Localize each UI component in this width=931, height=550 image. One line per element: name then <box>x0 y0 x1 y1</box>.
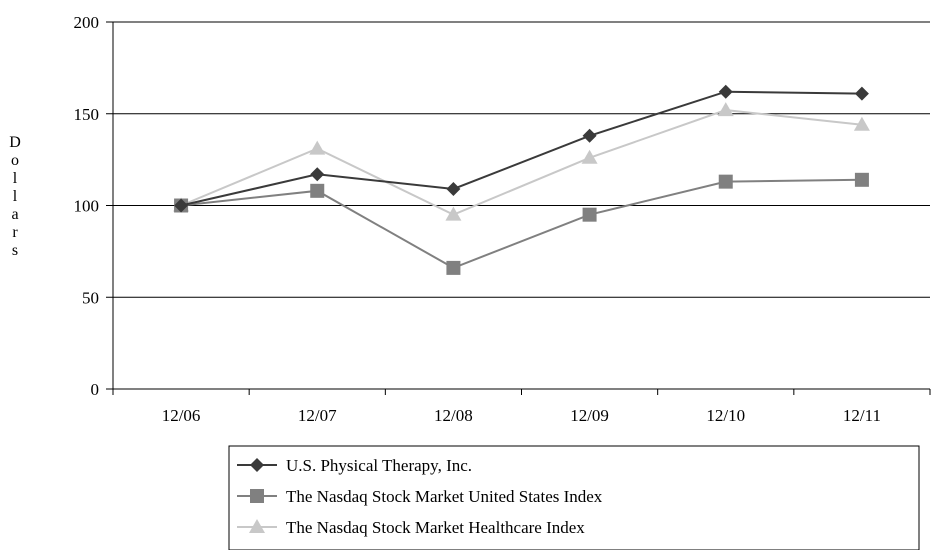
legend-label: U.S. Physical Therapy, Inc. <box>286 456 472 475</box>
series-2 <box>173 102 870 221</box>
x-tick-label: 12/06 <box>162 406 201 425</box>
y-axis-label-letter: s <box>12 242 18 259</box>
series-1 <box>174 172 869 275</box>
axes-layer: 0 50 100 150 200 12/06 12/07 12/08 12/09 12/10 12/… <box>74 13 931 425</box>
legend-label: The Nasdaq Stock Market Healthcare Index <box>286 518 585 537</box>
y-axis-label-letter: o <box>11 152 19 169</box>
y-axis-label-letter: D <box>9 134 21 151</box>
data-point-marker <box>718 174 733 189</box>
data-point-marker <box>310 167 325 182</box>
data-point-marker <box>309 140 326 155</box>
data-point-marker <box>582 207 597 222</box>
legend-item-0: U.S. Physical Therapy, Inc. <box>237 456 472 475</box>
x-tick-label: 12/11 <box>843 406 881 425</box>
x-tick-label: 12/10 <box>706 406 745 425</box>
y-axis-label-letter: l <box>13 188 18 205</box>
series-line <box>180 178 862 269</box>
legend-label: The Nasdaq Stock Market United States In… <box>286 487 603 506</box>
series-0 <box>174 84 869 213</box>
x-tick-label: 12/09 <box>570 406 609 425</box>
data-point-marker <box>718 84 733 99</box>
data-point-marker <box>582 128 597 143</box>
series-layer <box>173 84 870 275</box>
legend-item-2: The Nasdaq Stock Market Healthcare Index <box>237 518 585 537</box>
grid-layer <box>113 21 930 298</box>
legend-box <box>228 445 920 550</box>
data-point-marker <box>581 149 598 164</box>
series-line <box>180 90 862 207</box>
data-point-marker <box>174 198 189 213</box>
y-axis-label-letter: a <box>11 206 18 223</box>
y-axis-label-letter: r <box>12 224 18 241</box>
x-tick-label: 12/08 <box>434 406 473 425</box>
data-point-marker <box>446 181 461 196</box>
series-line <box>180 109 863 216</box>
legend: U.S. Physical Therapy, Inc. The Nasdaq St… <box>228 445 920 550</box>
y-tick-label: 0 <box>91 380 100 399</box>
y-tick-label: 200 <box>74 13 100 32</box>
data-point-marker <box>445 206 462 221</box>
data-point-marker <box>717 102 734 117</box>
data-point-marker <box>854 172 869 187</box>
data-point-marker <box>250 489 264 503</box>
y-tick-label: 150 <box>74 105 100 124</box>
legend-item-1: The Nasdaq Stock Market United States In… <box>237 487 603 506</box>
y-tick-label: 50 <box>82 288 99 307</box>
data-point-marker <box>250 458 264 472</box>
y-tick-label: 100 <box>74 197 100 216</box>
data-point-marker <box>446 260 461 275</box>
x-tick-label: 12/07 <box>298 406 337 425</box>
data-point-marker <box>854 86 869 101</box>
y-axis-label-letter: l <box>13 170 18 187</box>
data-point-marker <box>310 183 325 198</box>
data-point-marker <box>853 116 870 131</box>
data-point-marker <box>249 519 265 533</box>
